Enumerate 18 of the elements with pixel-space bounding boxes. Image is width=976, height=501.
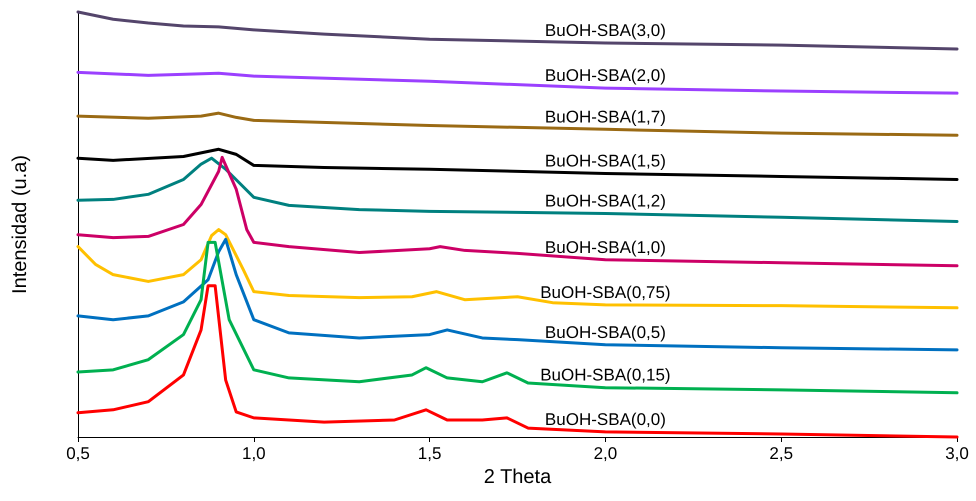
x-tick-label: 2,0 bbox=[594, 444, 618, 463]
series-label: BuOH-SBA(0,75) bbox=[540, 282, 671, 302]
x-tick-label: 1,5 bbox=[418, 444, 442, 463]
x-tick-label: 2,5 bbox=[769, 444, 794, 463]
y-axis-title: Intensidad (u.a) bbox=[9, 155, 31, 294]
series-label: BuOH-SBA(0,0) bbox=[544, 410, 666, 429]
x-axis-title: 2 Theta bbox=[484, 466, 552, 488]
series-label: BuOH-SBA(0,15) bbox=[540, 366, 671, 385]
x-tick-label: 0,5 bbox=[66, 444, 90, 463]
series-label: BuOH-SBA(1,0) bbox=[544, 238, 666, 257]
series-label: BuOH-SBA(1,7) bbox=[544, 107, 666, 126]
series-label: BuOH-SBA(1,2) bbox=[544, 191, 666, 210]
series-label: BuOH-SBA(3,0) bbox=[544, 21, 666, 40]
series-label: BuOH-SBA(0,5) bbox=[544, 322, 666, 342]
x-tick-label: 1,0 bbox=[242, 444, 266, 463]
series-label: BuOH-SBA(1,5) bbox=[544, 152, 666, 170]
x-tick-label: 3,0 bbox=[945, 444, 969, 463]
series-label: BuOH-SBA(2,0) bbox=[544, 66, 666, 86]
